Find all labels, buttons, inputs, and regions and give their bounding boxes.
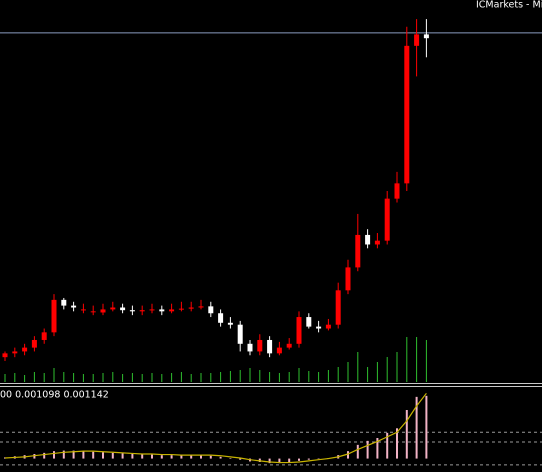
candle-body [31,339,37,348]
candle-body [12,351,18,354]
candle-body [276,347,282,354]
candle-body [139,310,145,312]
candle-body [237,324,243,344]
candle-body [325,324,331,329]
candle-body [384,198,390,241]
candle-body [178,308,184,310]
candle-body [296,317,302,344]
candle-body [90,311,96,313]
candle-body [2,353,8,358]
candle-body [110,307,116,310]
candle-body [365,234,371,245]
candle-body [247,343,253,352]
candle-body [159,309,165,312]
candle-body [414,34,420,46]
indicator-label: 00 0.001098 0.001142 [0,390,109,401]
candle-body [286,343,292,348]
candle-body [257,339,263,352]
candle-body [404,45,410,184]
signal-line [4,392,427,464]
candle-body [306,317,312,327]
candle-body [80,309,86,311]
candle-body [374,240,380,245]
candle-body [129,310,135,312]
candle-body [227,322,233,325]
plot [0,19,542,466]
candle-body [267,339,273,354]
candle-body [316,326,322,329]
candle-body [22,347,28,352]
candle-body [198,306,204,308]
candle-body [41,332,47,340]
candle-body [149,309,155,311]
candle-body [100,309,106,313]
candle-body [61,299,67,306]
candle-body [71,305,77,308]
candle-body [423,34,429,39]
candle-body [335,290,341,325]
candle-body [188,307,194,309]
candle-body [169,309,175,312]
candle-body [51,299,57,333]
candle-body [120,307,126,311]
candle-body [355,234,361,268]
candle-body [208,306,214,314]
candle-body [345,267,351,291]
candle-body [218,313,224,323]
broker-label: ICMarkets - Mi [476,0,542,11]
candle-body [394,183,400,199]
